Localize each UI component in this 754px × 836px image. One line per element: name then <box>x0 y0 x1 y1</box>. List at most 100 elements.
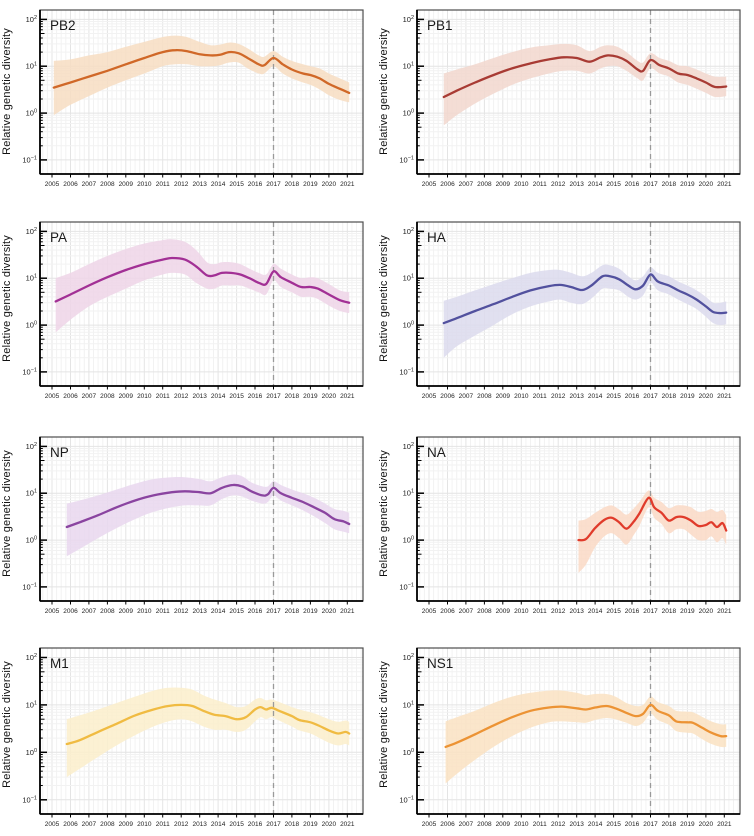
svg-text:2018: 2018 <box>662 181 677 188</box>
svg-text:101: 101 <box>403 62 414 71</box>
svg-text:2012: 2012 <box>174 821 189 828</box>
plot-area-na: 102 101 100 10−1 2005 2006 2007 2008 2009 2010 201… <box>399 436 741 615</box>
svg-text:2017: 2017 <box>643 181 658 188</box>
svg-text:2015: 2015 <box>229 181 244 188</box>
svg-text:101: 101 <box>26 700 37 709</box>
svg-text:2015: 2015 <box>229 608 244 615</box>
svg-text:2013: 2013 <box>192 181 207 188</box>
svg-text:2019: 2019 <box>680 821 695 828</box>
panel-pb1: Relative genetic diversity 102 101 100 10−1… <box>377 0 754 200</box>
y-axis-title: Relative genetic diversity <box>1 235 13 362</box>
svg-text:101: 101 <box>403 274 414 283</box>
svg-text:2019: 2019 <box>303 608 318 615</box>
svg-text:2010: 2010 <box>514 608 529 615</box>
svg-text:102: 102 <box>26 442 37 451</box>
svg-text:10−1: 10−1 <box>399 155 414 164</box>
panel-np: Relative genetic diversity 102 101 100 10−1… <box>0 415 377 630</box>
svg-text:2011: 2011 <box>156 821 170 828</box>
svg-text:2018: 2018 <box>662 821 677 828</box>
svg-text:101: 101 <box>403 489 414 498</box>
svg-text:2016: 2016 <box>625 393 640 400</box>
svg-text:2016: 2016 <box>248 821 263 828</box>
svg-text:2014: 2014 <box>211 393 226 400</box>
svg-text:2014: 2014 <box>588 393 603 400</box>
y-axis-title: Relative genetic diversity <box>1 450 13 577</box>
svg-text:102: 102 <box>403 653 414 662</box>
svg-text:102: 102 <box>26 15 37 24</box>
svg-text:2012: 2012 <box>551 821 566 828</box>
svg-text:2016: 2016 <box>625 608 640 615</box>
panel-label: NP <box>50 445 69 460</box>
svg-text:2016: 2016 <box>248 181 263 188</box>
svg-text:2017: 2017 <box>643 821 658 828</box>
svg-text:2005: 2005 <box>45 181 60 188</box>
svg-text:2020: 2020 <box>699 393 714 400</box>
svg-text:2007: 2007 <box>459 393 474 400</box>
svg-text:2011: 2011 <box>533 181 547 188</box>
svg-text:2013: 2013 <box>569 608 584 615</box>
svg-text:2005: 2005 <box>45 608 60 615</box>
svg-text:2018: 2018 <box>285 821 300 828</box>
panel-pb2: Relative genetic diversity 102 101 100 10−1… <box>0 0 377 200</box>
svg-text:100: 100 <box>403 748 414 757</box>
svg-text:2014: 2014 <box>588 181 603 188</box>
svg-text:2005: 2005 <box>45 393 60 400</box>
y-axis-title: Relative genetic diversity <box>1 660 13 788</box>
svg-text:2016: 2016 <box>625 181 640 188</box>
svg-text:2007: 2007 <box>82 393 97 400</box>
plot-area-ha: 102 101 100 10−1 2005 2006 2007 2008 2009 2010 201… <box>399 221 741 400</box>
svg-text:10−1: 10−1 <box>22 367 37 376</box>
svg-text:100: 100 <box>26 536 37 545</box>
svg-text:2015: 2015 <box>606 608 621 615</box>
panel-label: NS1 <box>427 656 454 671</box>
svg-text:2009: 2009 <box>119 181 134 188</box>
svg-text:2015: 2015 <box>229 393 244 400</box>
svg-text:2010: 2010 <box>137 821 152 828</box>
svg-text:101: 101 <box>26 62 37 71</box>
svg-text:2020: 2020 <box>699 821 714 828</box>
svg-text:2016: 2016 <box>248 608 263 615</box>
svg-text:2017: 2017 <box>266 608 281 615</box>
svg-text:2021: 2021 <box>340 181 355 188</box>
svg-text:2016: 2016 <box>248 393 263 400</box>
svg-text:101: 101 <box>26 274 37 283</box>
svg-text:2018: 2018 <box>662 608 677 615</box>
svg-text:100: 100 <box>26 748 37 757</box>
svg-text:2013: 2013 <box>192 393 207 400</box>
svg-text:2021: 2021 <box>717 608 732 615</box>
svg-text:2011: 2011 <box>533 608 547 615</box>
panel-ns1: Relative genetic diversity 102 101 100 10−1… <box>377 630 754 836</box>
svg-text:2008: 2008 <box>477 608 492 615</box>
svg-text:2020: 2020 <box>322 821 337 828</box>
svg-text:2019: 2019 <box>680 608 695 615</box>
svg-text:2018: 2018 <box>662 393 677 400</box>
svg-text:2008: 2008 <box>100 393 115 400</box>
panel-ha: Relative genetic diversity 102 101 100 10−1… <box>377 200 754 415</box>
svg-text:2007: 2007 <box>82 821 97 828</box>
svg-text:2005: 2005 <box>422 393 437 400</box>
svg-text:100: 100 <box>403 321 414 330</box>
svg-text:2021: 2021 <box>340 608 355 615</box>
svg-text:102: 102 <box>26 227 37 236</box>
svg-text:2011: 2011 <box>533 821 547 828</box>
svg-text:2021: 2021 <box>340 393 355 400</box>
svg-text:2011: 2011 <box>156 393 170 400</box>
svg-text:2019: 2019 <box>303 393 318 400</box>
svg-text:100: 100 <box>26 109 37 118</box>
svg-text:2008: 2008 <box>100 821 115 828</box>
svg-text:2006: 2006 <box>440 181 455 188</box>
svg-text:102: 102 <box>403 227 414 236</box>
panel-label: PB1 <box>427 18 453 33</box>
svg-text:2017: 2017 <box>643 393 658 400</box>
svg-text:2009: 2009 <box>496 393 511 400</box>
svg-text:2005: 2005 <box>422 608 437 615</box>
svg-text:2007: 2007 <box>82 608 97 615</box>
svg-text:2018: 2018 <box>285 393 300 400</box>
svg-text:2010: 2010 <box>137 393 152 400</box>
svg-text:2011: 2011 <box>533 393 547 400</box>
svg-text:10−1: 10−1 <box>22 582 37 591</box>
svg-text:2021: 2021 <box>717 393 732 400</box>
svg-text:102: 102 <box>403 442 414 451</box>
svg-text:10−1: 10−1 <box>399 582 414 591</box>
